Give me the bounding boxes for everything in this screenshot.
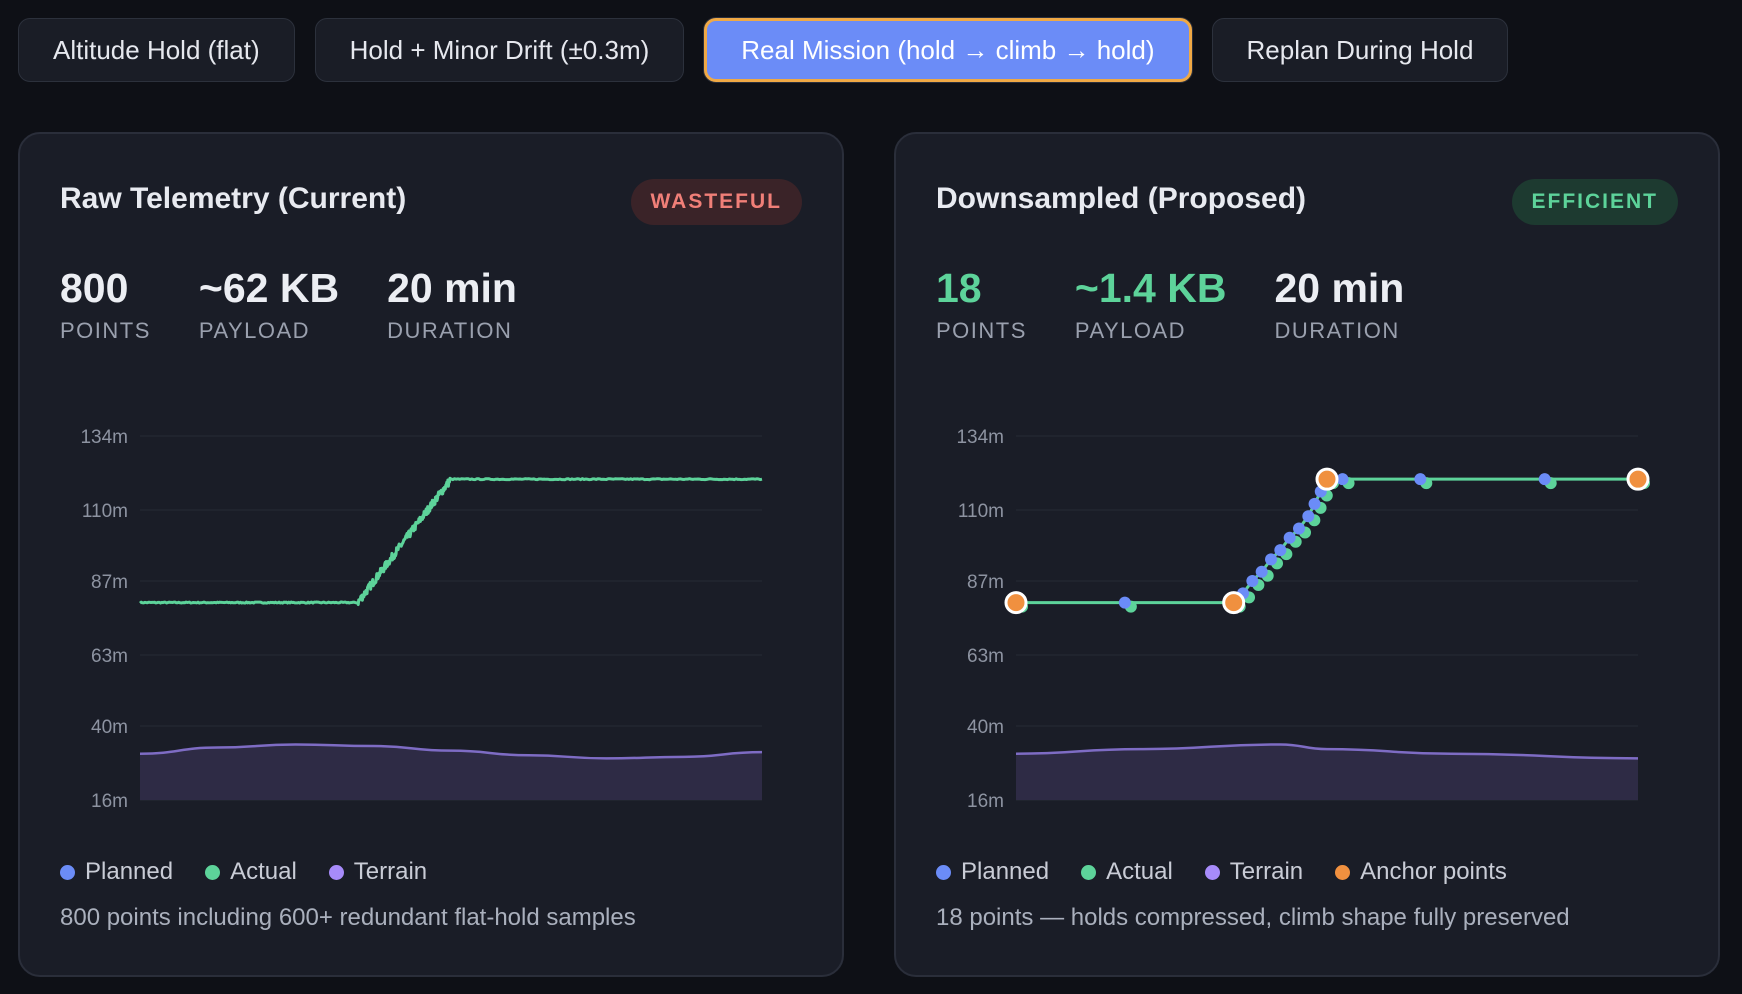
legend-actual: Actual (205, 858, 297, 886)
y-tick-label: 40m (91, 717, 128, 738)
legend-planned: Planned (936, 858, 1049, 886)
panel-caption: 800 points including 600+ redundant flat… (60, 904, 636, 931)
legend-label: Actual (1106, 858, 1173, 885)
stat-label: DURATION (1274, 318, 1400, 343)
stat-label: PAYLOAD (198, 318, 311, 343)
y-tick-label: 110m (958, 501, 1004, 522)
panel-title: Downsampled (Proposed) (936, 182, 1307, 215)
y-tick-label: 40m (967, 717, 1004, 738)
planned-point (1265, 553, 1278, 566)
scenario-replan-button[interactable]: Replan During Hold (1211, 18, 1509, 82)
legend-swatch-anchor (1335, 864, 1351, 880)
raw-telemetry-panel: Raw Telemetry (Current) WASTEFUL 800 POI… (18, 132, 844, 977)
stats-row: 18 POINTS ~1.4 KB PAYLOAD 20 min DURATIO… (936, 264, 1452, 344)
actual-line (139, 476, 763, 607)
stat-points: 18 POINTS (936, 264, 1027, 344)
planned-point (1302, 510, 1315, 523)
legend-swatch-terrain (1204, 864, 1220, 880)
stat-value: 20 min (387, 265, 517, 311)
stats-row: 800 POINTS ~62 KB PAYLOAD 20 min DURATIO… (60, 264, 565, 344)
terrain-area (140, 744, 762, 800)
legend-swatch-planned (60, 864, 75, 880)
raw-altitude-chart: 16m40m63m87m110m134m0min5min10min15min20… (80, 427, 763, 812)
stat-points: 800 POINTS (60, 264, 151, 344)
stat-value: 800 (60, 265, 129, 311)
planned-point (1246, 574, 1259, 587)
legend-swatch-actual (1081, 864, 1097, 880)
stat-payload: ~1.4 KB PAYLOAD (1075, 264, 1227, 344)
stat-value: ~62 KB (198, 265, 340, 311)
legend-label: Actual (230, 858, 297, 885)
y-tick-label: 16m (967, 791, 1004, 812)
scenario-minor-drift-button[interactable]: Hold + Minor Drift (±0.3m) (314, 18, 685, 82)
status-badge: WASTEFUL (630, 179, 802, 225)
stat-value: 20 min (1274, 265, 1405, 311)
stat-value: 18 (936, 265, 982, 311)
planned-point (1118, 596, 1131, 609)
legend-terrain: Terrain (1204, 858, 1304, 886)
legend-label: Planned (85, 858, 174, 885)
planned-point (1255, 565, 1268, 578)
scenario-bar: Altitude Hold (flat) Hold + Minor Drift … (18, 18, 1509, 82)
y-tick-label: 16m (91, 791, 128, 812)
legend: Planned Actual Terrain (60, 858, 427, 886)
legend-swatch-terrain (328, 864, 344, 880)
anchor-point (1626, 467, 1650, 491)
terrain-line (139, 743, 763, 760)
downsampled-altitude-chart: 16m40m63m87m110m134m0min5min10min15min20… (956, 427, 1650, 812)
planned-point (1308, 497, 1321, 510)
legend-label: Planned (961, 858, 1050, 885)
stat-duration: 20 min DURATION (387, 264, 517, 344)
panel-caption: 18 points — holds compressed, climb shap… (936, 904, 1570, 931)
legend-planned: Planned (60, 858, 173, 886)
stat-value: ~1.4 KB (1074, 265, 1227, 311)
scenario-altitude-hold-button[interactable]: Altitude Hold (flat) (18, 18, 295, 82)
anchor-point (1315, 467, 1339, 491)
legend-swatch-actual (205, 864, 221, 880)
planned-point (1538, 473, 1551, 486)
terrain-line (1015, 743, 1639, 760)
y-tick-label: 110m (82, 501, 128, 522)
planned-point (1414, 473, 1427, 486)
anchor-point (1004, 591, 1028, 615)
downsampled-panel: Downsampled (Proposed) EFFICIENT 18 POIN… (894, 132, 1720, 977)
panel-title: Raw Telemetry (Current) (60, 182, 407, 215)
legend-terrain: Terrain (328, 858, 428, 886)
stat-label: PAYLOAD (1074, 318, 1187, 343)
stat-label: POINTS (60, 318, 151, 343)
y-tick-label: 87m (91, 572, 128, 593)
stat-label: DURATION (387, 318, 513, 343)
y-tick-label: 87m (967, 572, 1004, 593)
status-badge: EFFICIENT (1511, 179, 1678, 225)
anchor-point (1222, 591, 1246, 615)
planned-point (1283, 531, 1296, 544)
y-tick-label: 63m (967, 646, 1004, 667)
terrain-area (1016, 744, 1638, 800)
legend-label: Anchor points (1360, 858, 1507, 885)
y-tick-label: 63m (91, 646, 128, 667)
y-tick-label: 134m (956, 427, 1004, 448)
legend-actual: Actual (1081, 858, 1173, 886)
scenario-real-mission-button[interactable]: Real Mission (hold → climb → hold) (704, 18, 1192, 82)
planned-point (1336, 473, 1349, 486)
legend-label: Terrain (353, 858, 428, 885)
stat-duration: 20 min DURATION (1274, 264, 1404, 344)
stat-payload: ~62 KB PAYLOAD (199, 264, 339, 344)
legend-anchor: Anchor points (1335, 858, 1507, 886)
y-tick-label: 134m (80, 427, 128, 448)
legend-label: Terrain (1229, 858, 1304, 885)
legend-swatch-planned (936, 864, 951, 880)
planned-point (1293, 522, 1306, 535)
legend: Planned Actual Terrain Anchor points (936, 858, 1507, 886)
planned-point (1274, 544, 1287, 557)
stat-label: POINTS (936, 318, 1027, 343)
